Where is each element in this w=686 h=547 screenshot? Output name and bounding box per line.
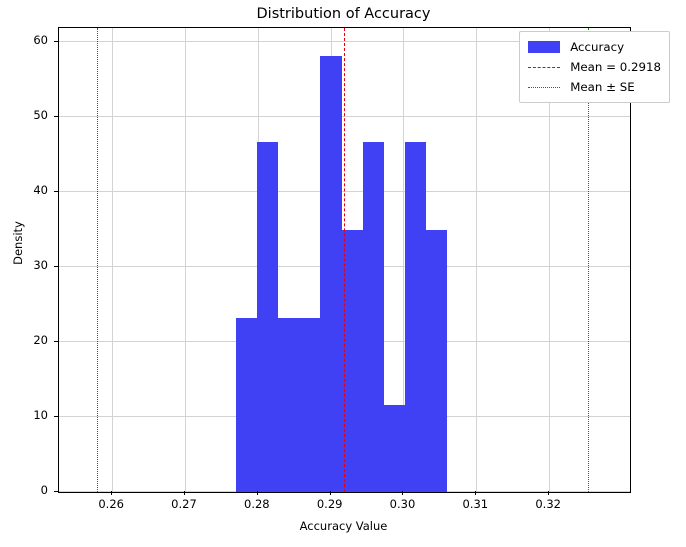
legend-box: Accuracy Mean = 0.2918 Mean ± SE [519,31,670,103]
y-tick-label: 50 [33,107,48,122]
histogram-bar [383,404,405,492]
se-upper-line [588,28,590,492]
mean-line [343,28,345,492]
chart-title: Distribution of Accuracy [256,6,431,22]
y-tick-mark [54,40,58,42]
gridline-vertical [184,28,186,492]
legend-label: Mean = 0.2918 [570,60,661,74]
x-axis-label: Accuracy Value [299,519,388,533]
y-tick-mark [54,491,58,492]
plot-area [58,27,631,493]
x-tick-label: 0.27 [171,497,197,511]
y-tick-mark [54,190,58,192]
gridline-vertical [112,28,114,492]
y-tick-label: 10 [33,407,48,422]
legend-label: Mean ± SE [570,80,635,94]
x-tick-label: 0.32 [535,497,561,511]
y-tick-label: 40 [33,182,48,197]
legend-key-dashed-line-icon [527,60,561,74]
y-tick-mark [54,340,58,342]
annotation-lines [59,28,630,492]
histogram-bar [257,142,279,492]
y-tick-label: 0 [40,483,48,497]
x-tick-mark [402,491,404,495]
histogram-bar [341,229,363,492]
legend-item[interactable]: Mean ± SE [527,77,661,97]
histogram-bar [278,317,300,492]
histogram-bar [404,142,427,492]
histogram-bar [426,229,448,492]
histogram-bar [235,317,258,492]
y-tick-label: 30 [33,257,48,272]
histogram-bar [320,55,342,492]
y-tick-label: 20 [33,332,48,347]
legend-item[interactable]: Mean = 0.2918 [527,57,661,77]
y-tick-label: 60 [33,32,48,47]
x-tick-mark [475,491,477,495]
se-lower-line [96,28,98,492]
histogram-bar [299,317,321,492]
x-tick-mark [256,491,258,495]
legend-label: Accuracy [570,40,625,54]
gridline-vertical [549,28,551,492]
x-tick-label: 0.30 [389,497,416,511]
x-tick-mark [183,491,185,495]
x-tick-mark [111,491,113,495]
x-tick-label: 0.29 [316,497,343,511]
y-tick-mark [54,415,58,417]
legend-key-dotted-line-icon [527,80,561,94]
x-tick-mark [548,491,550,495]
x-tick-label: 0.28 [244,497,270,511]
x-tick-label: 0.31 [462,497,489,511]
x-tick-label: 0.26 [98,497,124,511]
legend-key-patch-icon [527,40,561,54]
y-tick-mark [54,265,58,267]
legend-item[interactable]: Accuracy [527,37,661,57]
histogram-bars [59,28,630,492]
histogram-bar [362,142,384,492]
gridline-vertical [403,28,405,492]
y-tick-mark [54,115,58,117]
y-axis-label: Density [11,221,25,265]
gridline-vertical [476,28,478,492]
x-tick-mark [329,491,331,495]
